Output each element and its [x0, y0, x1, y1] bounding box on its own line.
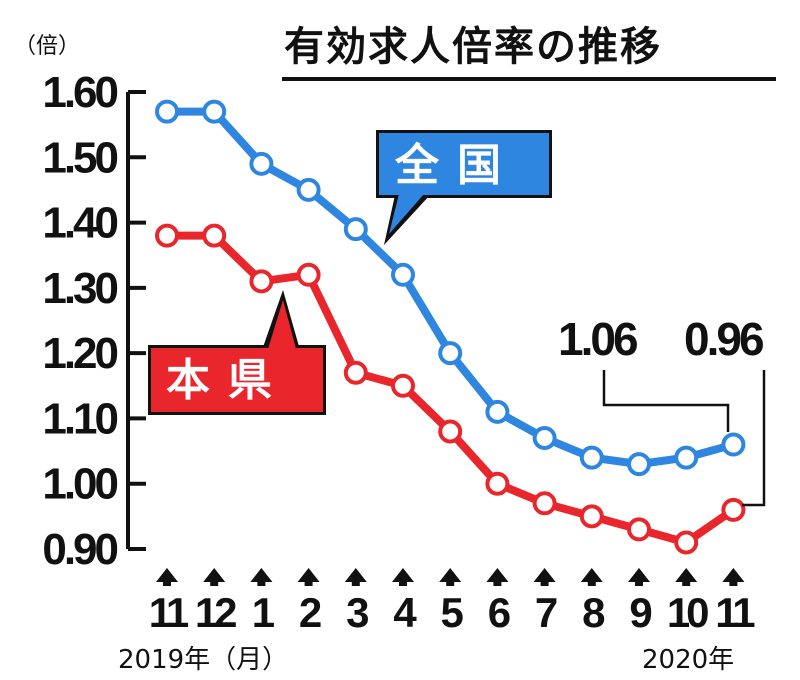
data-point-national [627, 452, 651, 477]
y-ticks: 0.90 1.00 1.10 1.20 1.30 1.40 1.50 1.60 [42, 68, 146, 574]
x-tick-marker [722, 568, 745, 586]
data-point-national [485, 399, 510, 424]
chart-title: 有効求人倍率の推移 [284, 24, 662, 70]
y-tick-label: 1.30 [42, 264, 117, 313]
data-point-prefecture [296, 262, 321, 287]
legend-prefecture: 本県 [148, 290, 326, 415]
x-tick-label: 7 [535, 589, 557, 636]
x-tick-label: 5 [441, 589, 464, 636]
x-tick-marker [344, 568, 367, 586]
x-tick-label: 8 [582, 589, 605, 636]
x-tick-marker [533, 568, 556, 586]
callout-leader-national [602, 370, 730, 432]
x-year-start-label: 2019年（月） [118, 645, 288, 675]
value-label-prefecture: 0.96 [684, 313, 763, 365]
data-point-prefecture [438, 419, 463, 444]
data-point-national [155, 99, 179, 124]
x-tick-marker [675, 568, 698, 586]
x-tick-label: 12 [195, 589, 236, 636]
y-tick-label: 0.90 [42, 525, 117, 574]
data-point-national [343, 217, 368, 242]
data-point-national [296, 177, 321, 202]
x-tick-label: 11 [149, 589, 189, 636]
data-point-prefecture [202, 223, 227, 248]
data-point-national [438, 341, 463, 366]
data-point-prefecture [485, 471, 510, 496]
data-point-prefecture [674, 530, 699, 555]
legend-national-pointer-fill [389, 194, 424, 234]
x-tick-marker [439, 568, 462, 586]
y-tick-label: 1.60 [42, 68, 117, 117]
data-point-prefecture [721, 497, 746, 522]
x-tick-marker [297, 568, 320, 586]
value-label-national: 1.06 [558, 313, 637, 365]
x-tick-label: 11 [715, 589, 755, 636]
y-tick-label: 1.40 [42, 199, 117, 248]
legend-national-fill [379, 133, 549, 195]
x-tick-label: 9 [629, 589, 651, 636]
data-point-national [579, 445, 604, 470]
x-tick-label: 1 [252, 589, 275, 636]
y-tick-label: 1.00 [42, 460, 117, 509]
x-tick-label: 3 [346, 589, 368, 636]
data-point-national [249, 151, 274, 176]
x-tick-label: 4 [393, 589, 417, 636]
x-tick-marker [392, 568, 414, 586]
x-tick-label: 6 [488, 589, 510, 636]
series-layer [155, 99, 746, 555]
data-point-prefecture [579, 504, 604, 529]
legend-prefecture-pointer-fill [268, 300, 296, 349]
x-ticks: 11 12 1 2 3 4 5 6 7 8 9 10 11 [149, 568, 759, 636]
y-tick-label: 1.20 [42, 329, 117, 378]
legend-prefecture-fill [151, 348, 323, 412]
data-point-national [674, 445, 699, 470]
x-tick-marker [628, 568, 650, 586]
data-point-prefecture [249, 269, 274, 294]
data-point-prefecture [627, 517, 651, 542]
legend-national-label: 全国 [394, 140, 519, 191]
x-year-end-label: 2020年 [642, 645, 734, 675]
data-point-national [391, 262, 415, 287]
legend-national-pointer [384, 195, 430, 245]
x-tick-label: 2 [299, 589, 321, 636]
x-tick-marker [486, 568, 509, 586]
legend-national: 全国 [376, 130, 552, 245]
data-point-national [721, 432, 746, 457]
data-point-prefecture [155, 223, 179, 248]
x-tick-label: 10 [667, 589, 708, 636]
data-point-prefecture [532, 491, 557, 516]
y-unit-label: （倍） [14, 34, 80, 59]
callout-leader-prefecture [742, 370, 766, 507]
legend-prefecture-label: 本県 [166, 355, 290, 406]
y-tick-label: 1.10 [42, 394, 117, 443]
x-tick-marker [156, 568, 178, 586]
data-point-prefecture [391, 373, 415, 398]
y-tick-label: 1.50 [42, 133, 117, 182]
data-point-national [532, 426, 557, 451]
x-tick-marker [250, 568, 273, 586]
x-tick-marker [203, 568, 226, 586]
x-tick-marker [580, 568, 603, 586]
data-point-national [202, 99, 227, 124]
data-point-prefecture [343, 360, 368, 385]
